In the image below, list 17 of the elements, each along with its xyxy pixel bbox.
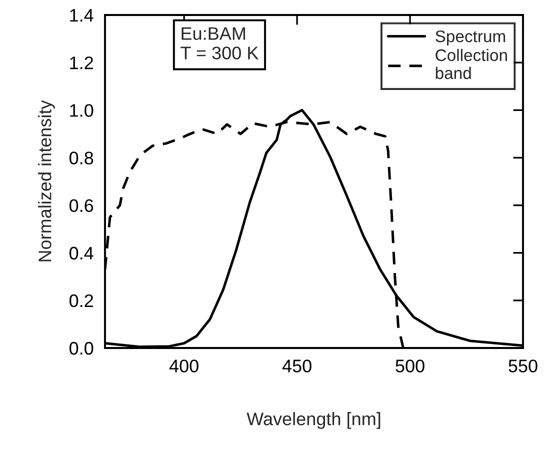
y-tick-label: 0.6: [69, 199, 94, 212]
y-tick-label: 1.0: [70, 104, 94, 117]
y-tick-label: 1.2: [70, 56, 93, 70]
x-tick-label: 400: [169, 360, 198, 372]
legend-label: Spectrum: [436, 30, 506, 46]
y-tick-label: 0.8: [69, 152, 94, 164]
legend-label: Collection band: [436, 48, 507, 80]
annotation: Eu:BAM T = 300 K: [180, 27, 259, 60]
x-tick-label: 500: [396, 360, 424, 372]
y-axis-title: Normalized intensity: [38, 100, 55, 262]
y-tick-label: 0.2: [69, 294, 93, 308]
y-tick-label: 1.4: [70, 9, 94, 22]
x-axis-title: Wavelength [nm]: [246, 412, 380, 429]
y-tick-label: 0.0: [69, 342, 94, 355]
y-tick-label: 0.4: [69, 246, 94, 260]
x-tick-label: 450: [282, 360, 312, 372]
x-tick-label: 550: [508, 360, 538, 372]
